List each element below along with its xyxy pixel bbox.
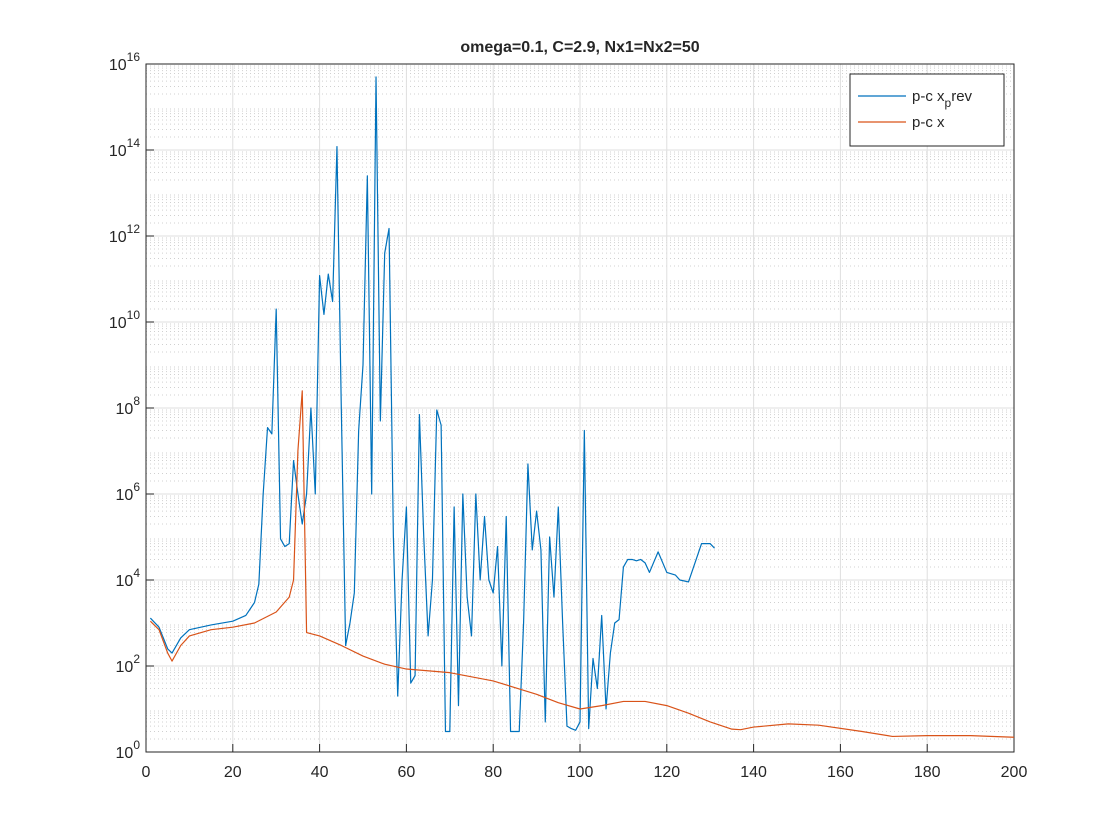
y-tick-label: 100 [116,738,141,762]
series-line [149,390,1014,738]
y-tick-label: 1014 [109,136,140,160]
axes-box [145,63,1015,753]
x-tick-label: 20 [224,764,242,781]
y-tick-label: 106 [116,480,141,504]
x-tick-label: 120 [653,764,680,781]
x-tick-label: 160 [827,764,854,781]
legend-label: p-c xprev [912,88,973,110]
x-tick-label: 100 [567,764,594,781]
y-tick-label: 108 [116,394,141,418]
y-tick-label: 1012 [109,222,140,246]
y-tick-label: 1016 [109,50,140,74]
x-tick-label: 200 [1001,764,1028,781]
series-line [149,76,715,733]
x-tick-label: 140 [740,764,767,781]
y-tick-label: 1010 [109,308,140,332]
legend-box [849,73,1005,147]
x-tick-label: 0 [142,764,151,781]
chart-title: omega=0.1, C=2.9, Nx1=Nx2=50 [460,39,699,56]
x-tick-label: 60 [398,764,416,781]
y-tick-label: 104 [116,566,141,590]
legend-label: p-c x [912,114,945,131]
y-tick-label: 102 [116,652,141,676]
x-tick-label: 80 [484,764,502,781]
x-tick-label: 40 [311,764,329,781]
x-tick-label: 180 [914,764,941,781]
